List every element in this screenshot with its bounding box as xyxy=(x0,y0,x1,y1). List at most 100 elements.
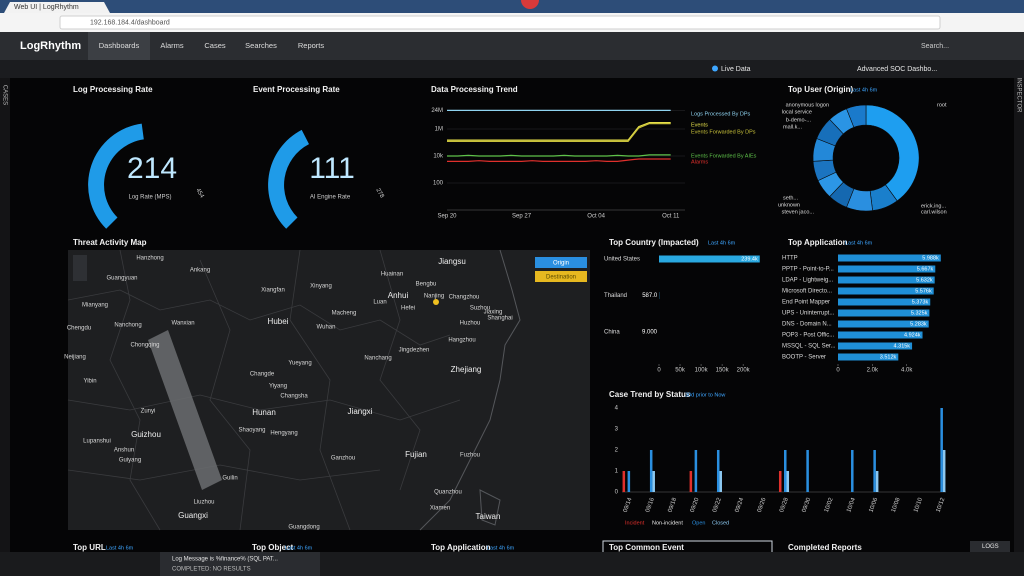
logs-label: LOGS xyxy=(982,544,999,550)
bar[interactable] xyxy=(838,309,930,317)
map-marker[interactable] xyxy=(433,299,439,305)
bar[interactable] xyxy=(659,255,760,263)
bar[interactable] xyxy=(838,298,931,306)
bar[interactable] xyxy=(838,254,941,262)
map-place: Changzhou xyxy=(449,295,480,301)
map-place: Xinyang xyxy=(310,284,332,290)
widget-subtitle: Last 4h 6m xyxy=(850,87,878,93)
bar[interactable] xyxy=(838,331,923,339)
map-place: Wanxian xyxy=(171,321,194,327)
map-place: Mianyang xyxy=(82,303,108,309)
case-bar[interactable] xyxy=(778,471,782,492)
gauge-max: 278 xyxy=(374,187,385,199)
bar[interactable] xyxy=(838,342,913,350)
gauge-arc xyxy=(88,123,144,229)
nav-item[interactable]: Reports xyxy=(298,41,325,50)
x-tick-label: Oct 04 xyxy=(587,214,605,220)
widget-subtitle: Last 4h 6m xyxy=(106,545,134,551)
live-data[interactable]: Live Data xyxy=(721,66,751,73)
bar-label: DNS - Domain N... xyxy=(782,322,832,328)
brand[interactable]: LogRhythm xyxy=(20,40,81,52)
map-place: Changsha xyxy=(280,394,308,400)
nav-item[interactable]: Cases xyxy=(204,41,226,50)
y-tick-label: 3 xyxy=(615,427,619,433)
map-place: Guangdong xyxy=(288,525,319,531)
bar-label: BOOTP - Server xyxy=(782,355,826,361)
logs-button[interactable] xyxy=(970,541,1010,552)
map-place: Zunyi xyxy=(141,409,156,415)
case-bar[interactable] xyxy=(873,450,876,492)
nav-item[interactable]: Alarms xyxy=(160,41,184,50)
search[interactable]: Search... xyxy=(921,43,949,50)
nav-item[interactable]: Dashboards xyxy=(99,41,140,50)
dashboard-name[interactable]: Advanced SOC Dashbo... xyxy=(857,66,937,73)
case-bar[interactable] xyxy=(875,471,879,492)
url-field[interactable] xyxy=(59,15,941,30)
x-tick-label: 10/10 xyxy=(913,496,924,513)
nav-item[interactable]: Searches xyxy=(245,41,277,50)
x-tick-label: 50k xyxy=(675,368,686,374)
status-bar xyxy=(0,552,1024,576)
widget-title: Event Processing Rate xyxy=(253,85,340,94)
case-bar[interactable] xyxy=(940,408,943,492)
browser-tab[interactable] xyxy=(4,2,110,13)
bar[interactable] xyxy=(838,287,934,295)
map-button[interactable] xyxy=(535,271,587,282)
widget-subtitle: Last 4h 6m xyxy=(285,545,313,551)
case-bar[interactable] xyxy=(784,450,787,492)
map-place: Xiamen xyxy=(430,506,450,512)
case-bar[interactable] xyxy=(649,450,653,492)
case-bar[interactable] xyxy=(694,450,698,492)
bar[interactable] xyxy=(838,353,899,361)
widget-title: Completed Reports xyxy=(788,543,862,552)
case-bar[interactable] xyxy=(942,450,946,492)
x-tick-label: 09/24 xyxy=(734,496,745,513)
map-place: Liuzhou xyxy=(193,500,214,506)
case-bar[interactable] xyxy=(716,450,720,492)
case-bar[interactable] xyxy=(851,450,854,492)
value-label: 3.512k xyxy=(880,354,897,360)
donut-slice[interactable] xyxy=(846,104,867,128)
search-status[interactable] xyxy=(160,552,320,576)
map-button-label: Origin xyxy=(553,261,569,267)
toolbar xyxy=(0,60,1024,78)
gauge-value: 111 xyxy=(309,152,355,185)
x-tick-label: 100k xyxy=(695,368,709,374)
bar-label: China xyxy=(604,330,620,336)
map-place: Jiaxing xyxy=(484,310,503,316)
map-place: Jiangxi xyxy=(348,407,373,416)
x-tick-label: 09/28 xyxy=(779,496,790,513)
map-area[interactable] xyxy=(68,250,590,530)
case-bar[interactable] xyxy=(652,471,655,492)
map-button[interactable] xyxy=(535,257,587,268)
donut-label: unknown xyxy=(778,202,800,208)
bar[interactable] xyxy=(838,276,935,284)
y-tick-label: 10k xyxy=(433,154,444,160)
bar[interactable] xyxy=(838,265,936,273)
bar[interactable] xyxy=(838,320,929,328)
map-zoom[interactable] xyxy=(73,255,87,281)
map-place: Shaoyang xyxy=(238,428,265,434)
case-bar[interactable] xyxy=(719,471,722,492)
case-bar[interactable] xyxy=(622,471,626,492)
browser-tab-strip xyxy=(0,0,1024,13)
donut-label: root xyxy=(937,102,947,108)
map-place: Bengbu xyxy=(416,282,437,288)
value-label: 239.4k xyxy=(741,256,758,262)
cases-tab[interactable]: CASES xyxy=(1,85,7,105)
x-tick-label: 4.0k xyxy=(901,368,913,374)
x-tick-label: 09/18 xyxy=(667,496,678,513)
case-bar[interactable] xyxy=(806,450,809,492)
bar-label: Microsoft Directo... xyxy=(782,289,832,295)
bar-label: United States xyxy=(604,257,640,263)
y-tick-label: 100 xyxy=(433,181,444,187)
map-place: Guangyuan xyxy=(106,276,137,282)
case-bar[interactable] xyxy=(627,471,631,492)
coastline xyxy=(419,249,521,531)
trend-line xyxy=(447,123,671,142)
gauge-value: 214 xyxy=(127,152,177,185)
case-bar[interactable] xyxy=(786,471,790,492)
search-box[interactable] xyxy=(920,39,965,53)
case-bar[interactable] xyxy=(689,471,693,492)
inspector-tab[interactable]: INSPECTOR xyxy=(1015,78,1021,114)
